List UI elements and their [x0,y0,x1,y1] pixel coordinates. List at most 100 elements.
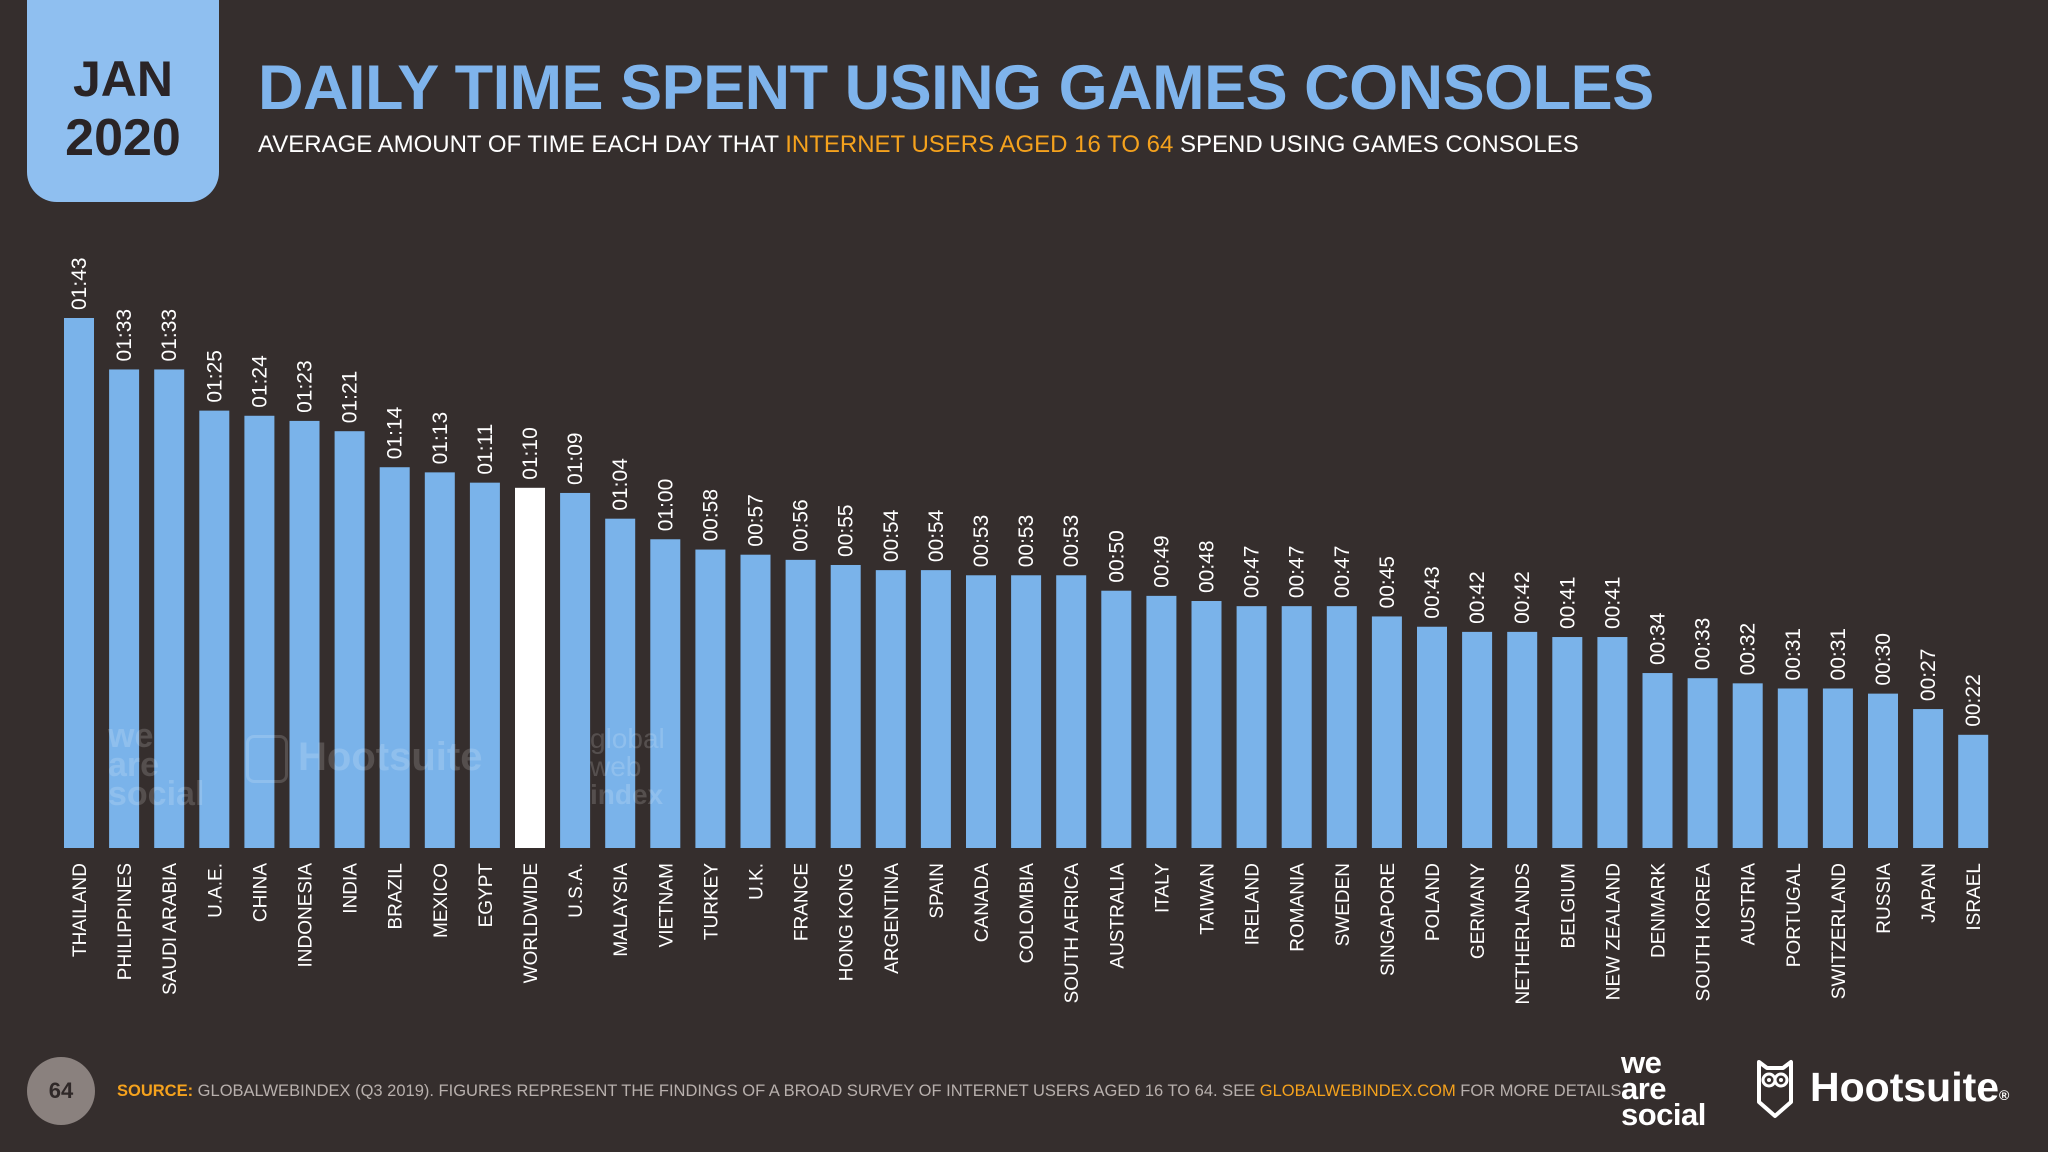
value-label: 00:49 [1150,535,1173,588]
category-label: HONG KONG [837,863,858,981]
value-label: 01:04 [609,458,632,511]
badge-year: 2020 [65,109,181,167]
bar-belgium [1552,637,1583,848]
value-label: 00:31 [1782,628,1805,681]
category-label: VIETNAM [656,863,677,947]
registered-mark: ® [1999,1087,2010,1103]
value-label: 00:57 [745,494,768,547]
value-label: 00:30 [1872,633,1895,686]
category-label: NEW ZEALAND [1603,863,1624,1000]
bar-italy [1146,595,1177,848]
category-label: PORTUGAL [1784,863,1805,967]
value-label: 01:23 [294,360,317,413]
watermark-hootsuite: Hootsuite [246,735,483,784]
value-label: 01:25 [203,350,226,403]
value-label: 00:50 [1105,530,1128,583]
bar-south-africa [1056,575,1087,848]
watermark-was-line: social [108,775,205,813]
value-label: 00:56 [790,499,813,552]
category-label: PHILIPPINES [115,863,136,980]
bar-germany [1462,631,1493,848]
value-label: 00:54 [880,509,903,562]
bar-switzerland [1822,688,1853,848]
category-label: SOUTH KOREA [1694,863,1715,1002]
bar-hong-kong [830,564,861,848]
bar-argentina [875,570,906,848]
category-label: AUSTRALIA [1107,863,1128,969]
bar-vietnam [650,539,681,848]
category-label: IRELAND [1243,863,1264,945]
bar-thailand [64,318,94,848]
watermark-hootsuite-text: Hootsuite [298,735,483,779]
value-label: 00:48 [1196,540,1219,593]
bar-new-zealand [1597,637,1628,848]
watermark-owl-icon [246,735,288,784]
category-label: SWEDEN [1333,863,1354,946]
category-label: ISRAEL [1964,863,1985,931]
bar-austria [1732,683,1763,848]
page-number: 64 [27,1057,95,1125]
category-label: NETHERLANDS [1513,863,1534,1004]
category-label: ITALY [1152,863,1173,913]
value-label: 00:55 [835,504,858,557]
source-text: GLOBALWEBINDEX (Q3 2019). FIGURES REPRES… [193,1082,1260,1100]
category-label: GERMANY [1468,863,1489,959]
watermark-was-line: are [108,746,160,784]
watermark-was-line: we [108,717,154,755]
bar-canada [966,575,996,848]
watermark-global-web-index: global web index [590,725,665,809]
bar-russia [1868,693,1898,848]
bar-saudi-arabia [154,369,185,848]
category-label: COLOMBIA [1017,863,1038,964]
value-label: 00:53 [1015,515,1038,568]
category-label: BELGIUM [1558,863,1579,949]
category-label: THAILAND [70,863,91,957]
bar-australia [1101,590,1132,848]
value-label: 01:33 [113,309,136,362]
category-label: U.K. [747,863,768,900]
value-label: 01:43 [68,257,91,310]
bar-sweden [1326,606,1357,848]
bar-france [785,559,816,848]
value-label: 01:14 [384,406,407,459]
category-label: U.A.E. [205,863,226,918]
date-badge: JAN 2020 [27,0,219,202]
value-label: 00:53 [970,515,993,568]
bar-brazil [379,467,410,848]
bar-egypt [469,482,500,848]
source-link[interactable]: GLOBALWEBINDEX.COM [1259,1082,1456,1100]
bar-u-a-e [199,410,230,848]
bar-japan [1913,709,1944,848]
bar-india [334,431,365,848]
bar-portugal [1777,688,1808,848]
category-label: AUSTRIA [1739,863,1760,946]
watermark-we-are-social: we are social [108,717,205,813]
bar-denmark [1642,673,1673,848]
value-label: 00:42 [1466,571,1489,624]
category-label: POLAND [1423,863,1444,941]
bar-south-korea [1687,678,1718,848]
bar-israel [1958,734,1989,848]
category-label: SOUTH AFRICA [1062,863,1083,1004]
category-label: INDONESIA [296,863,317,968]
bar-chart: 01:43 THAILAND 01:33 PHILIPPINES 01:33 SAUDI … [64,257,1989,1004]
bar-u-k [740,554,771,848]
value-label: 01:33 [158,309,181,362]
category-label: ARGENTINA [882,863,903,974]
value-label: 00:58 [699,489,722,542]
category-label: DENMARK [1649,863,1670,958]
bar-ireland [1236,606,1267,848]
watermark-gwi-line: index [590,779,664,810]
category-label: SAUDI ARABIA [160,863,181,995]
value-label: 00:47 [1286,546,1309,599]
category-label: U.S.A. [566,863,587,918]
value-label: 01:24 [248,355,271,408]
we-are-social-logo: we are social [1621,1047,1706,1130]
was-logo-line: are [1621,1071,1667,1106]
bar-colombia [1011,575,1042,848]
value-label: 00:41 [1556,576,1579,629]
value-label: 00:47 [1331,546,1354,599]
watermark-gwi-line: global [590,723,665,754]
category-label: INDIA [341,863,362,914]
value-label: 00:42 [1511,571,1534,624]
